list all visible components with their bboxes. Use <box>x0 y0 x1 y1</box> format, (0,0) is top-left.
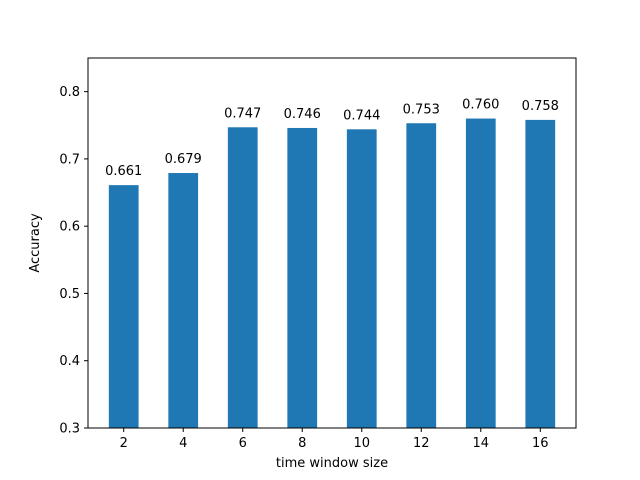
value-label-14: 0.760 <box>462 98 499 113</box>
x-tick-label-14: 14 <box>473 436 490 451</box>
value-label-16: 0.758 <box>522 99 559 114</box>
y-tick-label-0.6: 0.6 <box>59 220 80 235</box>
y-tick-label-0.3: 0.3 <box>59 422 80 437</box>
plot-frame <box>87 57 577 429</box>
bar-16 <box>525 119 556 429</box>
value-label-8: 0.746 <box>284 107 321 122</box>
bars-layer <box>108 118 556 429</box>
x-ticks-layer: 2 4 6 8 10 12 14 16 <box>120 428 549 451</box>
y-tick-label-0.7: 0.7 <box>59 152 80 167</box>
x-axis-label: time window size <box>276 456 388 471</box>
value-labels-layer: 0.661 0.679 0.747 0.746 0.744 0.753 0.760 0.758 <box>105 98 559 180</box>
value-label-6: 0.747 <box>224 106 261 121</box>
x-tick-label-12: 12 <box>413 436 430 451</box>
bar-12 <box>406 123 437 428</box>
y-axis-label: Accuracy <box>28 213 43 273</box>
y-tick-label-0.5: 0.5 <box>59 287 80 302</box>
bar-4 <box>168 173 199 428</box>
bar-2 <box>108 185 139 428</box>
x-tick-label-4: 4 <box>179 436 187 451</box>
y-tick-label-0.4: 0.4 <box>59 354 80 369</box>
value-label-2: 0.661 <box>105 164 142 179</box>
bar-10 <box>346 129 377 429</box>
y-ticks-layer: 0.3 0.4 0.5 0.6 0.7 0.8 <box>59 85 88 437</box>
value-label-12: 0.753 <box>403 102 440 117</box>
bar-14 <box>465 118 496 428</box>
x-tick-label-6: 6 <box>239 436 247 451</box>
x-tick-label-2: 2 <box>120 436 128 451</box>
value-label-10: 0.744 <box>343 108 380 123</box>
bar-8 <box>287 127 318 429</box>
x-tick-label-16: 16 <box>532 436 549 451</box>
x-tick-label-10: 10 <box>353 436 370 451</box>
value-label-4: 0.679 <box>165 152 202 167</box>
y-tick-label-0.8: 0.8 <box>59 85 80 100</box>
x-tick-label-8: 8 <box>298 436 306 451</box>
bar-6 <box>227 127 258 429</box>
